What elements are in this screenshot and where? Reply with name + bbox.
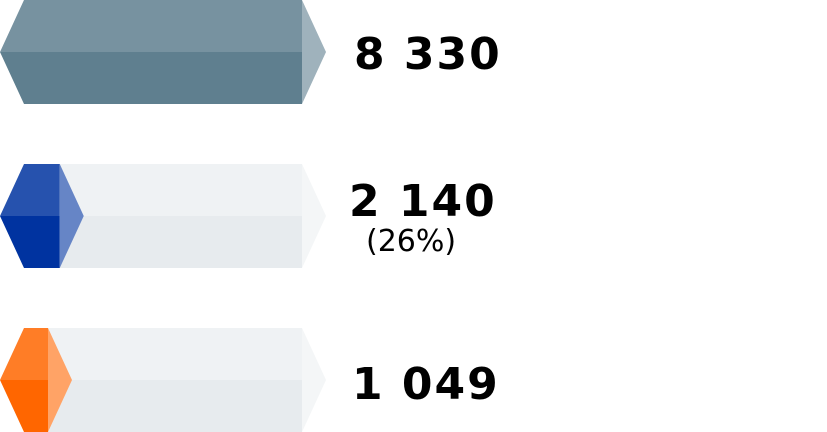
bar-value-label-1: 2 140 xyxy=(349,176,497,227)
bar-0-top-face xyxy=(0,0,302,52)
track-2-bottom-face xyxy=(0,380,302,432)
bar-2-end-cap xyxy=(48,328,72,432)
track-2-end-cap xyxy=(302,328,326,432)
bar-0-bottom-face xyxy=(0,52,302,104)
track-1-end-cap xyxy=(302,164,326,268)
bar-1-top-face xyxy=(0,164,60,216)
track-2-top-face xyxy=(0,328,302,380)
bar-share-label-1: (26%) xyxy=(366,224,457,259)
bar-0-end-cap xyxy=(302,0,326,104)
bar-2-bottom-face xyxy=(0,380,48,432)
bar-value-label-0: 8 330 xyxy=(354,29,502,80)
bar-1-end-cap xyxy=(59,164,84,268)
bar-1-bottom-face xyxy=(0,216,60,268)
bar-value-label-2: 1 049 xyxy=(352,359,500,410)
bar-2-top-face xyxy=(0,328,48,380)
